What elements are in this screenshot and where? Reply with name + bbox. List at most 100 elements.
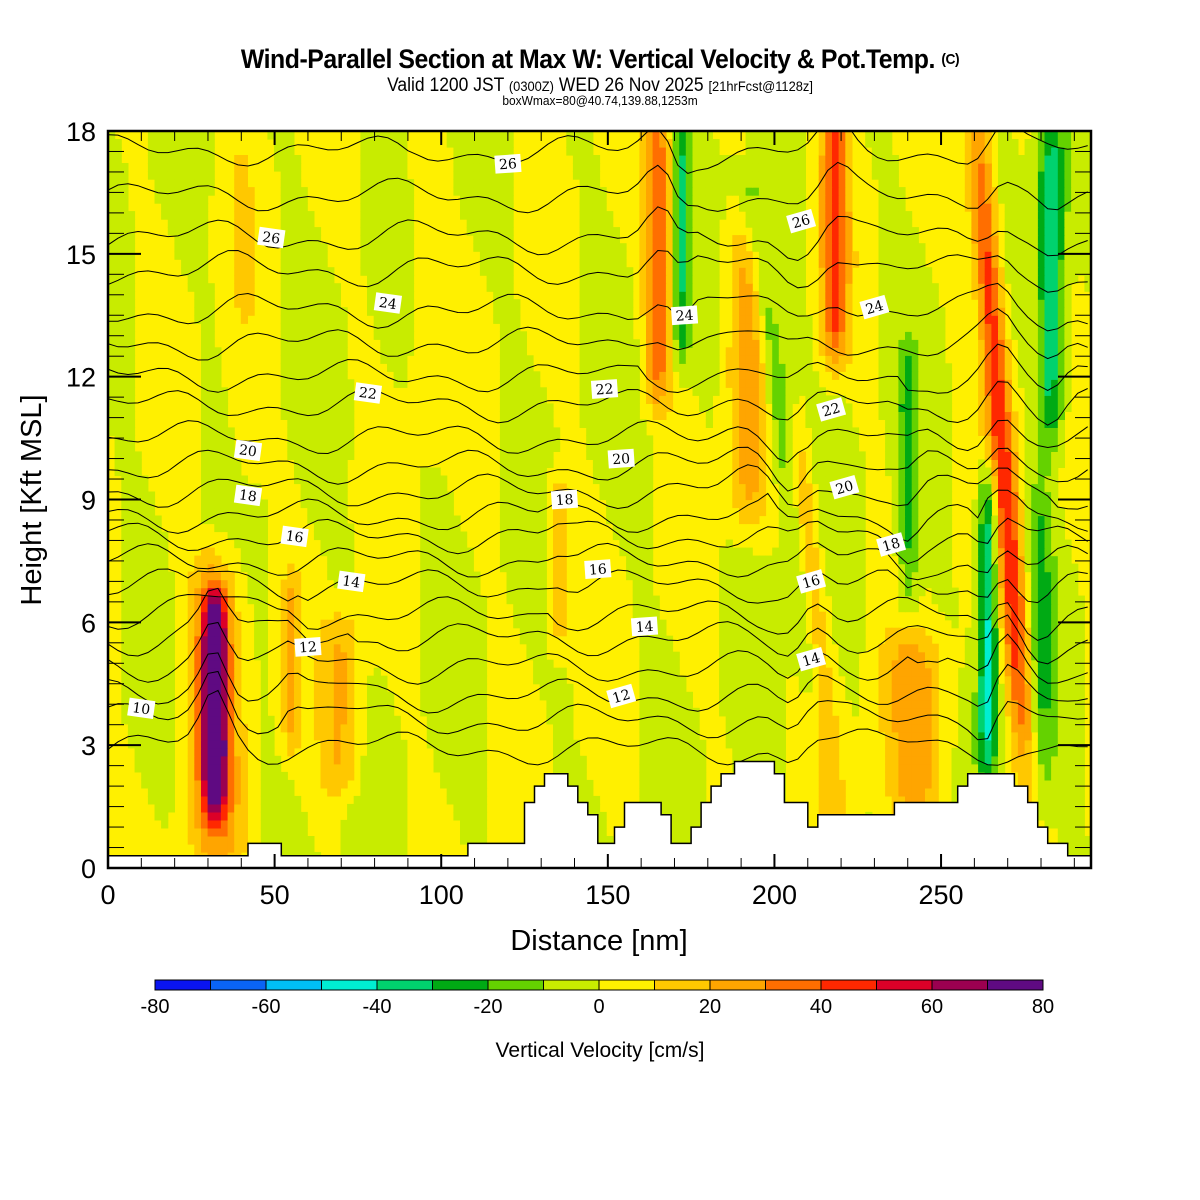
- field-cell: [938, 499, 946, 509]
- field-cell: [745, 467, 753, 477]
- field-cell: [313, 459, 322, 468]
- field-cell: [546, 435, 554, 444]
- field-cell: [287, 643, 295, 653]
- field-cell: [280, 795, 288, 805]
- field-cell: [732, 563, 740, 573]
- field-cell: [984, 627, 992, 637]
- field-cell: [778, 763, 786, 773]
- field-cell: [473, 771, 481, 781]
- field-cell: [453, 675, 461, 685]
- field-cell: [513, 507, 521, 517]
- field-cell: [114, 411, 122, 420]
- field-cell: [918, 779, 926, 789]
- field-cell: [944, 603, 953, 613]
- field-cell: [851, 539, 860, 549]
- field-cell: [725, 603, 733, 613]
- field-cell: [1037, 763, 1046, 773]
- field-cell: [154, 563, 162, 573]
- field-cell: [446, 691, 454, 701]
- field-cell: [479, 747, 488, 757]
- field-cell: [898, 723, 906, 733]
- field-cell: [347, 771, 355, 781]
- field-cell: [838, 659, 846, 669]
- field-cell: [347, 731, 355, 741]
- field-cell: [785, 531, 793, 541]
- field-cell: [220, 523, 229, 533]
- field-cell: [818, 395, 826, 404]
- field-cell: [918, 763, 926, 773]
- field-cell: [1031, 499, 1039, 509]
- field-cell: [1051, 731, 1059, 741]
- field-cell: [931, 579, 939, 589]
- field-cell: [513, 547, 521, 557]
- field-cell: [931, 403, 939, 412]
- field-cell: [227, 587, 235, 597]
- field-cell: [772, 387, 780, 396]
- field-cell: [440, 515, 448, 525]
- field-cell: [426, 499, 434, 509]
- field-cell: [320, 723, 328, 733]
- field-cell: [639, 611, 647, 621]
- field-cell: [964, 659, 972, 669]
- field-cell: [778, 419, 786, 428]
- field-cell: [765, 395, 773, 404]
- field-cell: [1011, 755, 1019, 765]
- field-cell: [659, 651, 667, 661]
- box-wmax-info: boxWmax=80@40.74,139.88,1253m: [502, 93, 698, 108]
- field-cell: [327, 691, 335, 701]
- field-cell: [918, 787, 926, 797]
- field-cell: [519, 435, 527, 444]
- field-cell: [978, 483, 986, 493]
- field-cell: [1024, 763, 1032, 773]
- field-cell: [905, 707, 913, 717]
- field-cell: [991, 483, 999, 493]
- field-cell: [1011, 539, 1019, 549]
- field-cell: [918, 523, 926, 533]
- field-cell: [984, 403, 992, 412]
- field-cell: [592, 803, 601, 813]
- field-cell: [1044, 435, 1052, 444]
- field-cell: [154, 771, 162, 781]
- field-cell: [1071, 803, 1079, 813]
- field-cell: [1024, 779, 1032, 789]
- field-cell: [998, 723, 1006, 733]
- field-cell: [1064, 555, 1072, 565]
- field-cell: [267, 723, 275, 733]
- field-cell: [905, 579, 913, 589]
- field-cell: [818, 763, 826, 773]
- field-cell: [1044, 571, 1052, 581]
- field-cell: [187, 771, 195, 781]
- field-cell: [758, 723, 767, 733]
- field-cell: [1077, 795, 1085, 805]
- field-cell: [167, 595, 175, 605]
- field-cell: [971, 763, 979, 773]
- field-cell: [254, 555, 262, 565]
- field-cell: [765, 691, 773, 701]
- field-cell: [294, 579, 302, 589]
- field-cell: [619, 515, 627, 525]
- field-cell: [234, 675, 242, 685]
- field-cell: [227, 507, 235, 517]
- field-cell: [460, 715, 468, 725]
- field-cell: [207, 547, 215, 557]
- field-cell: [732, 483, 740, 493]
- field-cell: [446, 539, 454, 549]
- field-cell: [254, 651, 262, 661]
- field-cell: [1031, 491, 1039, 501]
- field-cell: [1057, 771, 1065, 781]
- field-cell: [141, 691, 149, 701]
- field-cell: [1037, 427, 1046, 436]
- field-cell: [440, 755, 448, 765]
- field-cell: [646, 659, 654, 669]
- field-cell: [380, 819, 388, 829]
- field-cell: [1071, 571, 1079, 581]
- field-cell: [845, 515, 853, 525]
- field-cell: [553, 707, 561, 717]
- field-cell: [280, 411, 288, 420]
- field-cell: [732, 555, 740, 565]
- field-cell: [327, 771, 335, 781]
- field-cell: [446, 595, 454, 605]
- field-cell: [606, 507, 614, 517]
- field-cell: [420, 507, 428, 517]
- field-cell: [838, 539, 846, 549]
